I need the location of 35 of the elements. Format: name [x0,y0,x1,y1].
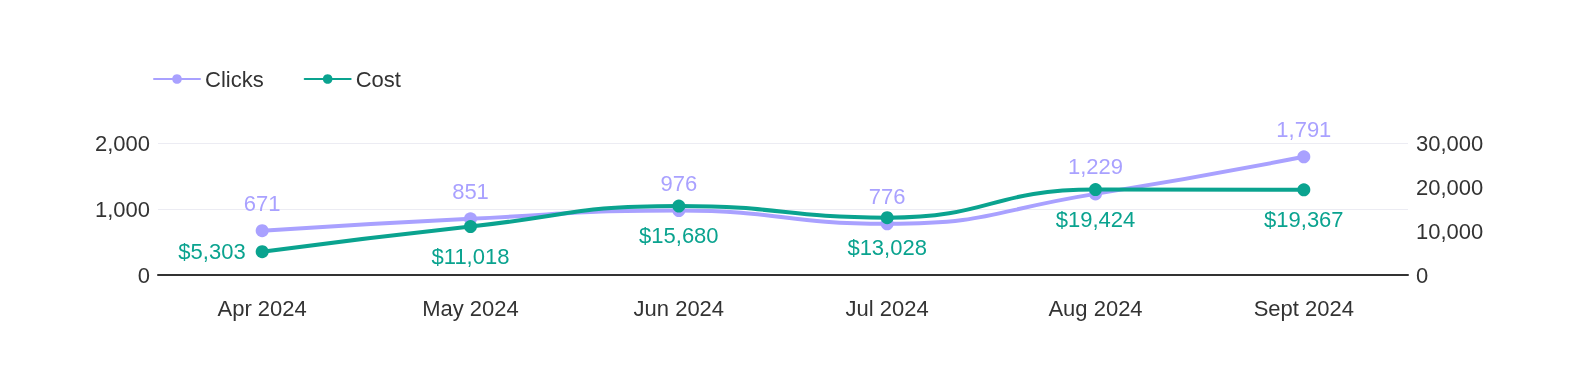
y2-tick-label: 0 [1416,262,1429,288]
data-label: 1,791 [1276,116,1332,142]
data-label: $5,303 [178,239,246,265]
x-tick-label: Jun 2024 [633,295,725,321]
point [1089,183,1102,197]
legend-label: Cost [355,66,401,92]
point [464,220,477,234]
y-tick-label: 0 [137,262,150,288]
y-tick-label: 2,000 [94,130,150,156]
point [1297,150,1311,164]
y2-tick-label: 10,000 [1416,218,1484,244]
data-label: 671 [243,190,281,216]
data-label: $19,367 [1264,206,1344,232]
point [672,199,686,213]
y-tick-label: 1,000 [94,196,150,222]
point [1297,183,1311,197]
data-label: $19,424 [1055,206,1136,232]
data-label: 976 [660,170,698,196]
data-label: $15,680 [639,223,719,249]
x-tick-label: Aug 2024 [1048,295,1143,321]
data-label: 851 [452,178,489,204]
y2-tick-label: 20,000 [1416,174,1484,200]
legend-label: Clicks [205,66,264,92]
point [880,211,894,225]
data-label: $13,028 [847,234,927,260]
point [255,224,269,238]
data-label: $11,018 [431,243,510,269]
y2-tick-label: 30,000 [1416,130,1484,156]
point [255,245,269,259]
x-tick-label: Apr 2024 [217,295,307,321]
x-tick-label: May 2024 [422,295,519,321]
data-label: 776 [868,183,906,209]
x-tick-label: Sept 2024 [1253,295,1354,321]
x-tick-label: Jul 2024 [845,295,929,321]
data-label: 1,229 [1067,153,1124,179]
